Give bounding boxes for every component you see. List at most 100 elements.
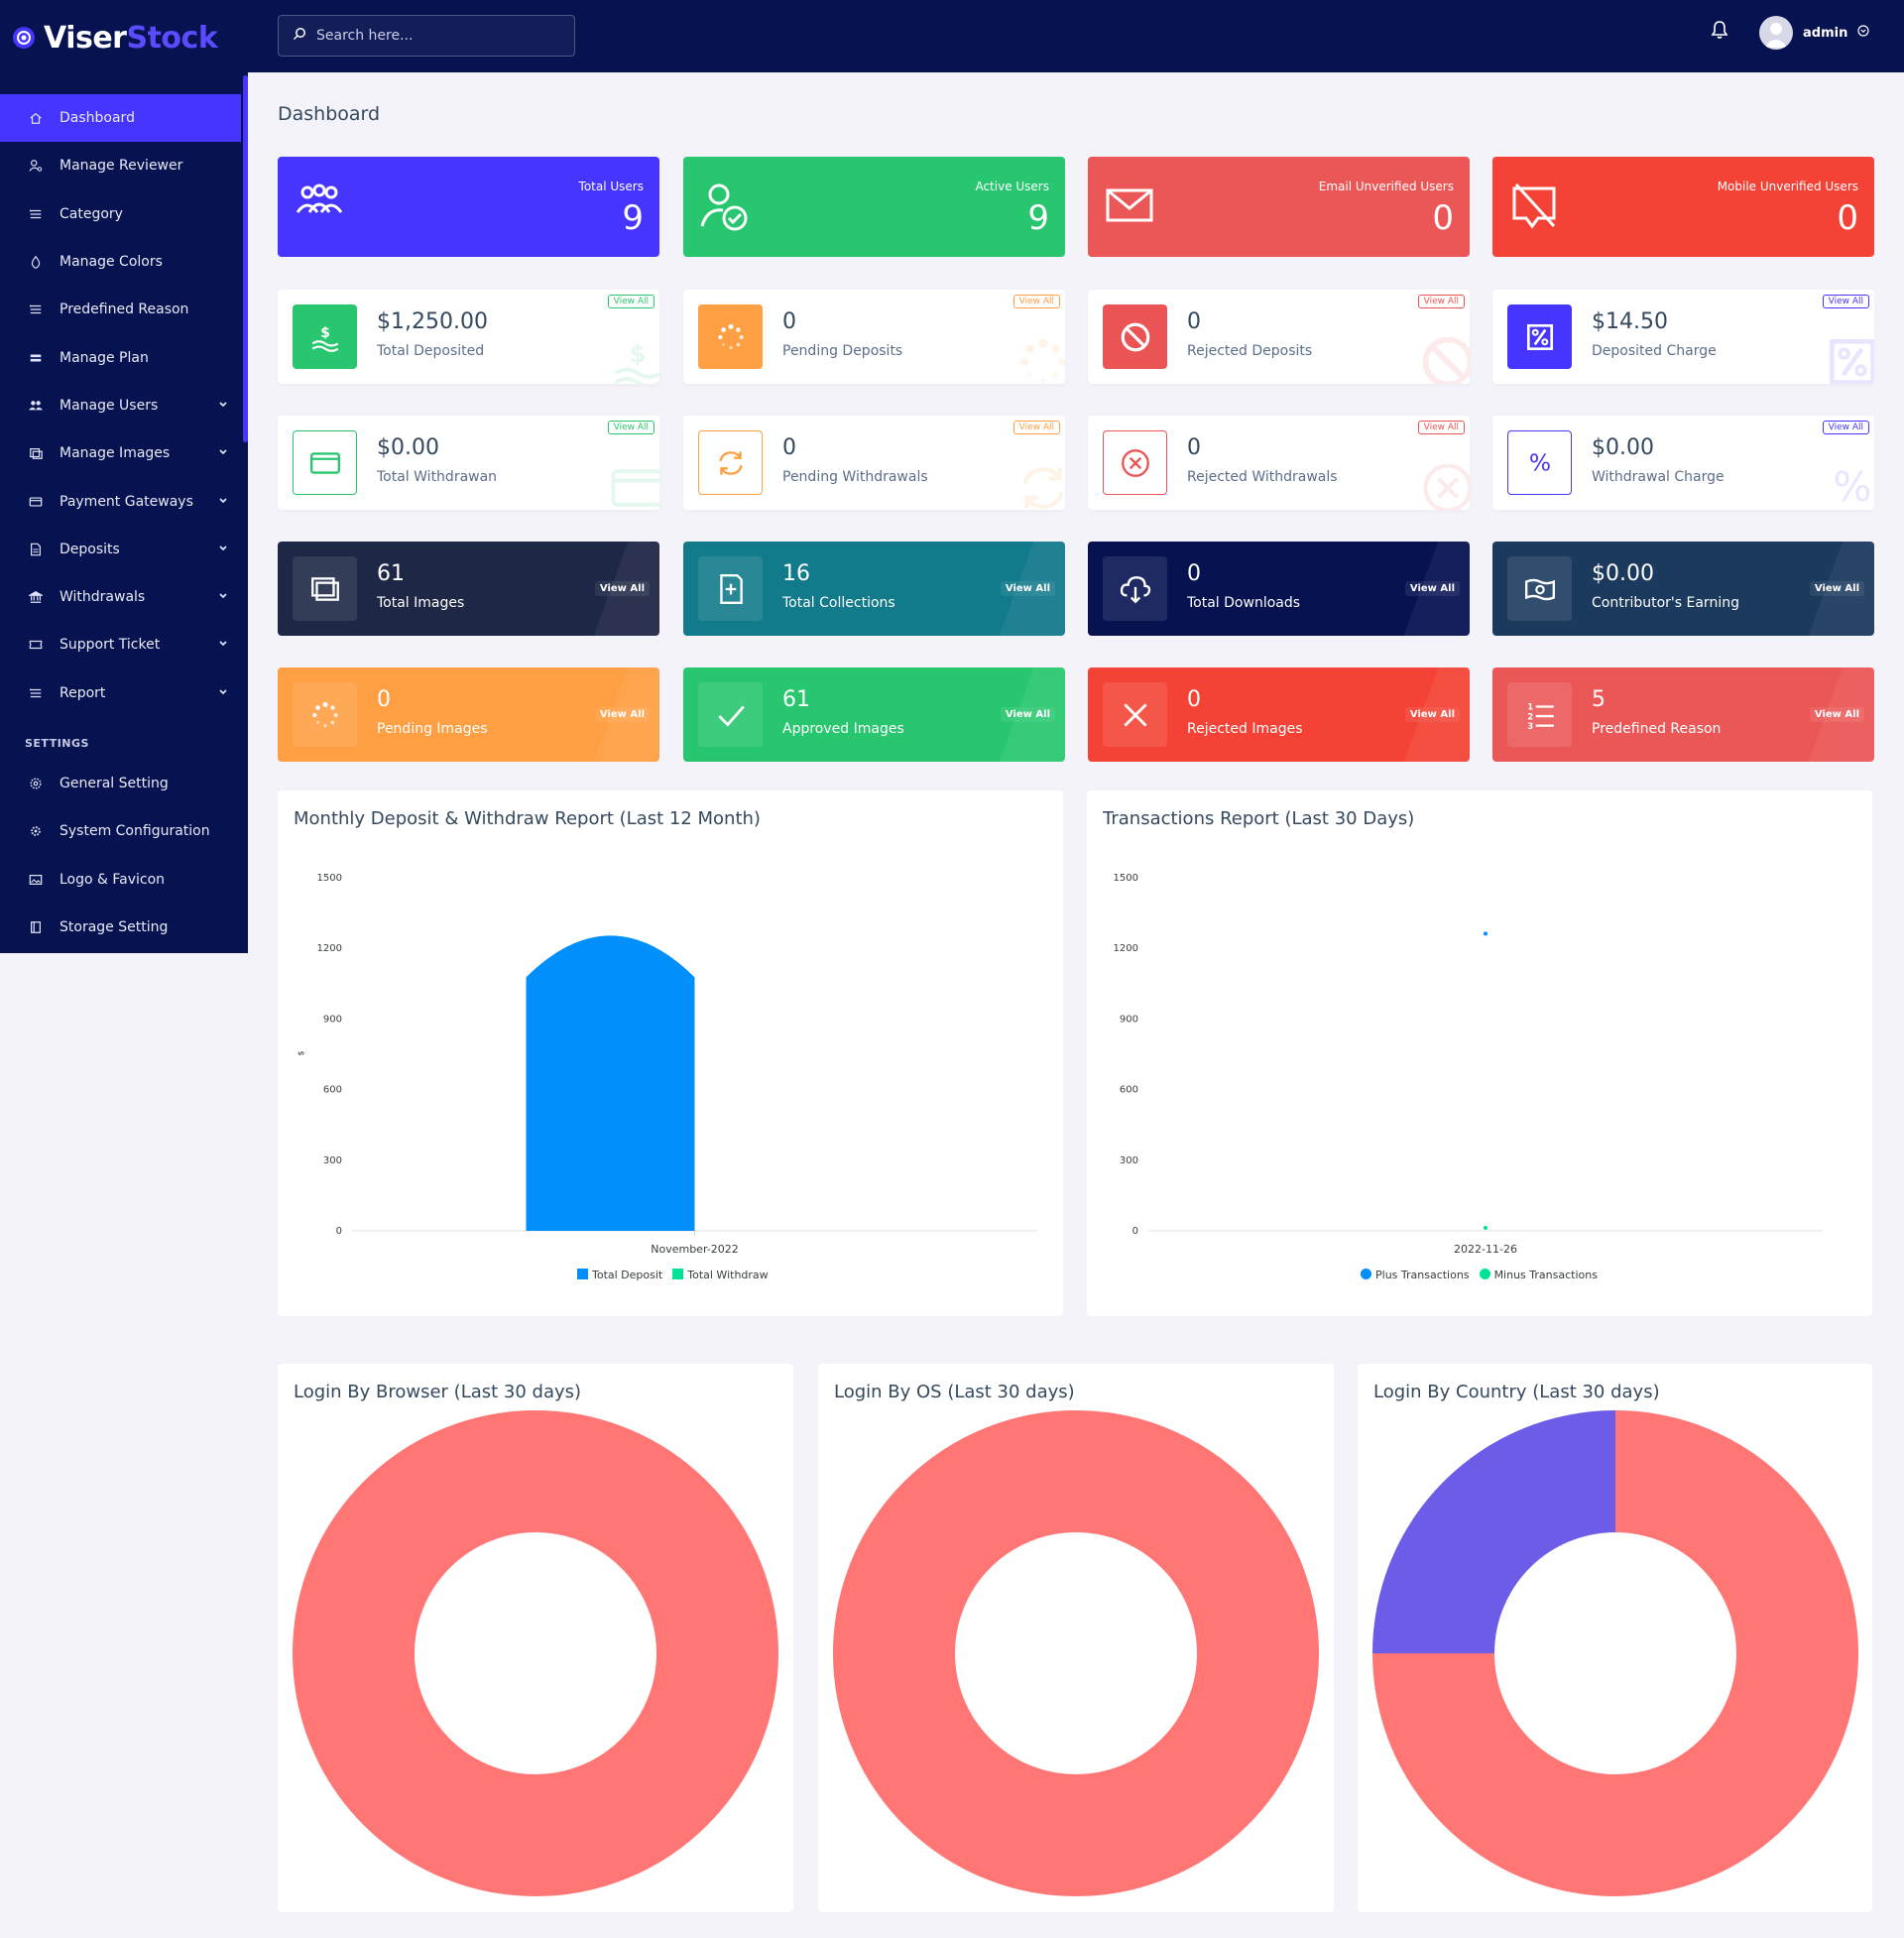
y-tick-label: 900 xyxy=(323,1014,342,1025)
card-watermark-icon xyxy=(608,458,659,510)
view-all-link[interactable]: View All xyxy=(1809,707,1864,722)
view-all-link[interactable]: View All xyxy=(1000,581,1055,596)
view-all-link[interactable]: View All xyxy=(607,421,654,434)
legend-item[interactable]: Minus Transactions xyxy=(1479,1269,1598,1281)
sidebar-section-settings: SETTINGS xyxy=(25,736,89,750)
view-all-link[interactable]: View All xyxy=(1012,421,1060,434)
widget-total-collections: 16 Total Collections View All xyxy=(683,542,1065,636)
widget-value: 5 xyxy=(1592,687,1606,712)
sidebar-item-manage-plan[interactable]: Manage Plan xyxy=(0,333,248,381)
widget-total-users[interactable]: Total Users 9 xyxy=(278,157,659,257)
sidebar-menu: Dashboard Manage Reviewer Category Manage C… xyxy=(0,94,248,951)
sidebar-item-storage-setting[interactable]: Storage Setting xyxy=(0,904,248,951)
sidebar-item-support-ticket[interactable]: Support Ticket xyxy=(0,621,248,668)
y-tick-label: 1500 xyxy=(317,873,342,884)
percent-watermark-icon: % xyxy=(1823,458,1874,510)
widget-withdrawal-charge: % $0.00 Withdrawal Charge % View All xyxy=(1492,416,1874,510)
sidebar-item-predefined-reason[interactable]: Predefined Reason xyxy=(0,286,248,333)
login-os-title: Login By OS (Last 30 days) xyxy=(834,1382,1075,1402)
search-box[interactable]: Search here... xyxy=(278,15,575,57)
widget-mobile-unverified-users[interactable]: Mobile Unverified Users 0 xyxy=(1492,157,1874,257)
user-name: admin xyxy=(1803,25,1848,41)
widget-label: Approved Images xyxy=(782,721,904,737)
widget-total-images: 61 Total Images View All xyxy=(278,542,659,636)
sidebar-item-manage-colors[interactable]: Manage Colors xyxy=(0,238,248,286)
sidebar-item-system-configuration[interactable]: System Configuration xyxy=(0,807,248,855)
chevron-down-icon xyxy=(218,591,228,604)
sidebar-item-manage-reviewer[interactable]: Manage Reviewer xyxy=(0,142,248,189)
list-icon xyxy=(28,206,44,222)
sidebar-item-logo-favicon[interactable]: Logo & Favicon xyxy=(0,855,248,903)
svg-text:%: % xyxy=(1833,463,1871,510)
widget-email-unverified-users[interactable]: Email Unverified Users 0 xyxy=(1088,157,1470,257)
notification-bell-icon[interactable] xyxy=(1711,20,1728,45)
view-all-link[interactable]: View All xyxy=(1822,295,1869,308)
widget-value: 0 xyxy=(782,435,796,460)
chevron-down-icon xyxy=(218,399,228,412)
transactions-report-legend: Plus Transactions Minus Transactions xyxy=(1361,1269,1598,1281)
sidebar-item-category[interactable]: Category xyxy=(0,190,248,238)
sidebar-item-label: Storage Setting xyxy=(60,918,169,935)
sidebar-item-label: Report xyxy=(60,684,106,701)
view-all-link[interactable]: View All xyxy=(1822,421,1869,434)
ticket-icon xyxy=(28,637,44,653)
sidebar-item-label: Withdrawals xyxy=(60,589,146,606)
view-all-link[interactable]: View All xyxy=(1809,581,1864,596)
user-menu[interactable]: admin xyxy=(1759,16,1869,50)
images-icon xyxy=(293,556,357,621)
sidebar-item-manage-images[interactable]: Manage Images xyxy=(0,429,248,477)
widget-active-users[interactable]: Active Users 9 xyxy=(683,157,1065,257)
sidebar-scrollbar[interactable] xyxy=(243,75,248,442)
x-tick-label: November-2022 xyxy=(651,1243,738,1256)
svg-text:2: 2 xyxy=(1527,712,1533,722)
brand-name: ViserStock xyxy=(44,21,218,56)
login-browser-title: Login By Browser (Last 30 days) xyxy=(294,1382,582,1402)
sidebar-item-label: Logo & Favicon xyxy=(60,871,166,888)
widget-value: $14.50 xyxy=(1592,309,1668,334)
sidebar-item-dashboard[interactable]: Dashboard xyxy=(0,94,241,143)
widget-value: 0 xyxy=(782,309,796,334)
widget-value: 0 xyxy=(1432,198,1454,238)
brand-logo[interactable]: ViserStock xyxy=(0,0,248,75)
login-country-panel: Login By Country (Last 30 days) xyxy=(1358,1364,1872,1912)
view-all-link[interactable]: View All xyxy=(607,295,654,308)
layers-icon xyxy=(28,350,44,366)
sidebar-item-deposits[interactable]: Deposits xyxy=(0,526,248,573)
view-all-link[interactable]: View All xyxy=(1417,421,1465,434)
y-tick-label: 0 xyxy=(1132,1226,1138,1237)
legend-item[interactable]: Plus Transactions xyxy=(1361,1269,1470,1281)
widget-label: Total Users xyxy=(578,180,644,193)
legend-item[interactable]: Total Withdraw xyxy=(672,1269,769,1281)
view-all-link[interactable]: View All xyxy=(1417,295,1465,308)
cloud-download-icon xyxy=(1103,556,1167,621)
widget-value: 0 xyxy=(1187,561,1201,586)
gears-icon xyxy=(28,823,44,839)
sidebar-item-report[interactable]: Report xyxy=(0,669,248,717)
legend-item[interactable]: Total Deposit xyxy=(577,1269,662,1281)
sidebar-item-general-setting[interactable]: General Setting xyxy=(0,760,248,807)
widget-value: $1,250.00 xyxy=(377,309,488,334)
search-input[interactable]: Search here... xyxy=(316,28,414,44)
view-all-link[interactable]: View All xyxy=(594,707,650,722)
widget-label: Mobile Unverified Users xyxy=(1717,180,1858,193)
widget-pending-withdrawals: 0 Pending Withdrawals View All xyxy=(683,416,1065,510)
widget-label: Total Deposited xyxy=(377,343,485,359)
sidebar-item-payment-gateways[interactable]: Payment Gateways xyxy=(0,477,248,525)
view-all-link[interactable]: View All xyxy=(1404,581,1460,596)
view-all-link[interactable]: View All xyxy=(1404,707,1460,722)
widget-total-deposited: $ $1,250.00 Total Deposited $ View All xyxy=(278,290,659,384)
sidebar-item-manage-users[interactable]: Manage Users xyxy=(0,382,248,429)
view-all-link[interactable]: View All xyxy=(594,581,650,596)
chevron-down-icon xyxy=(218,447,228,460)
widget-value: 9 xyxy=(1027,198,1049,238)
login-os-chart xyxy=(833,1410,1319,1896)
file-invoice-icon xyxy=(28,542,44,557)
view-all-link[interactable]: View All xyxy=(1012,295,1060,308)
view-all-link[interactable]: View All xyxy=(1000,707,1055,722)
times-circle-icon xyxy=(1103,430,1167,495)
widget-pending-images: 0 Pending Images View All xyxy=(278,667,659,762)
login-browser-chart xyxy=(293,1410,778,1896)
sidebar-item-withdrawals[interactable]: Withdrawals xyxy=(0,573,248,621)
